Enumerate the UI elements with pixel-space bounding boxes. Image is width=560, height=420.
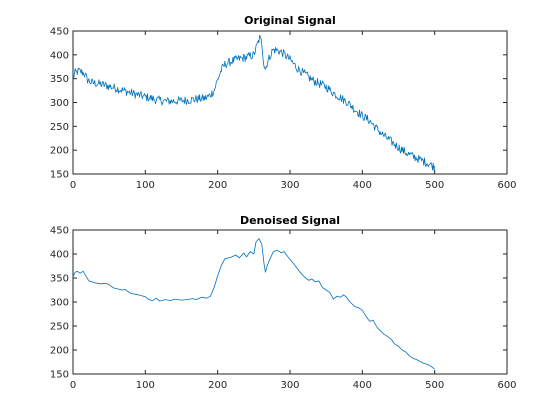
y-tick-label: 150 (50, 170, 69, 181)
x-tick-label: 600 (497, 380, 516, 391)
x-tick-label: 400 (353, 180, 372, 191)
axes-frame (72, 30, 508, 175)
series-group (72, 34, 436, 171)
x-tick-label: 100 (136, 380, 155, 391)
y-tick-label: 400 (50, 50, 69, 61)
y-tick-label: 350 (50, 274, 69, 285)
plot-title: Original Signal (244, 14, 336, 27)
x-tick-label: 500 (425, 180, 444, 191)
x-tick-label: 200 (208, 380, 227, 391)
signal-line (72, 238, 435, 370)
denoised-signal-subplot: Denoised Signal 0 100 200 300 400 500 600 150 20… (50, 214, 517, 391)
axis-ticks: 0 100 200 300 400 500 600 150 200 250 300 350 400 450 (50, 27, 517, 192)
x-tick-label: 300 (280, 180, 299, 191)
y-tick-label: 350 (50, 74, 69, 85)
x-tick-label: 500 (425, 380, 444, 391)
y-tick-label: 400 (50, 250, 69, 261)
plot-title: Denoised Signal (240, 214, 340, 227)
y-tick-label: 450 (50, 226, 69, 237)
y-tick-label: 250 (50, 122, 69, 133)
x-tick-label: 200 (208, 180, 227, 191)
y-tick-label: 200 (50, 146, 69, 157)
y-tick-label: 200 (50, 346, 69, 357)
axis-ticks: 0 100 200 300 400 500 600 150 200 250 300 350 400 450 (50, 226, 517, 392)
y-tick-label: 450 (50, 27, 69, 38)
y-tick-label: 300 (50, 298, 69, 309)
y-tick-label: 150 (50, 370, 69, 381)
x-tick-label: 0 (70, 180, 76, 191)
x-tick-label: 0 (70, 380, 76, 391)
x-tick-label: 300 (280, 380, 299, 391)
original-signal-subplot: Original Signal 0 100 200 300 400 500 600 150 20… (50, 14, 517, 191)
signal-line (72, 34, 436, 171)
series-group (72, 238, 435, 370)
axes-frame (72, 229, 508, 375)
y-tick-label: 300 (50, 98, 69, 109)
x-tick-label: 100 (136, 180, 155, 191)
x-tick-label: 600 (497, 180, 516, 191)
y-tick-label: 250 (50, 322, 69, 333)
x-tick-label: 400 (353, 380, 372, 391)
